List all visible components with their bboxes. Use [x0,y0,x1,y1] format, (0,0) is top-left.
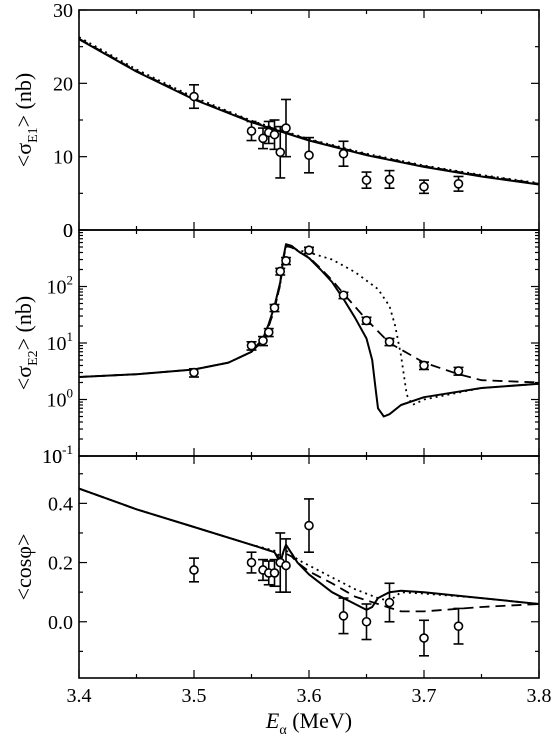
data-point [281,256,291,266]
data-point [304,520,314,531]
y-tick-label-base: 0 [63,220,73,242]
series-dashed-curve [78,487,540,613]
y-tick-label: 10-1 [42,442,73,468]
y-tick-label: 30 [53,0,73,22]
panel-3: 0.0 0.2 0.4 10-1 <cosφ> 3.4 3.5 3.6 3.7 3.8 Eα (Me… [11,442,552,737]
data-point [384,337,395,347]
data-point [384,597,395,608]
y-tick-label: 10-1 [42,442,73,468]
y-tick-label-base: 10 [42,446,62,468]
x-axis-label-subscript: α [279,723,287,737]
x-axis-label: Eα (MeV) [265,708,352,737]
x-tick-label: 3.7 [412,685,437,707]
y-axis-label: <cosφ> [11,534,36,601]
y-axis-label: <σE1> (nb) [11,73,41,167]
data-point [246,340,257,351]
data-point [384,174,395,185]
y-axis-label-main: <σ [11,143,36,167]
y-axis-label-main: <cosφ> [11,534,36,601]
data-point [338,290,349,301]
data-point [281,123,291,133]
data-point [361,175,372,185]
series-solid-curve [78,243,540,418]
data-point [269,302,280,313]
data-point [281,560,291,571]
data-point [263,327,274,338]
data-point [419,360,429,371]
y-tick-label: 20 [53,73,73,95]
data-point [275,266,286,277]
y-tick-label-exponent: 0 [67,386,74,401]
y-tick-label-base: 10 [47,390,67,412]
y-axis-label-suffix: > (nb) [11,296,36,351]
plot-frame [78,229,540,457]
plot-frame [78,9,540,231]
data-point [304,245,314,255]
y-tick-label-exponent: 2 [67,273,74,288]
y-tick-label: 10 [53,147,73,169]
data-point [269,129,280,140]
x-axis-label-symbol: E [265,708,280,733]
data-point [361,616,372,627]
y-tick-label-exponent: 1 [67,329,74,344]
y-axis-label-main: <σ [11,366,36,390]
data-point [419,633,429,643]
y-axis-label-suffix: > (nb) [11,73,36,128]
x-tick-label: 3.8 [527,685,552,707]
data-point [189,91,199,102]
data-point [246,126,257,136]
series-solid-curve [78,487,540,611]
y-tick-label: 102 [47,273,74,299]
data-point [453,366,464,376]
y-tick-label: 0.4 [48,493,73,515]
data-point [419,181,429,192]
panel-1: 0 10 20 30 <σE1> (nb) [11,0,540,242]
data-point [258,335,268,346]
x-tick-label: 3.6 [297,685,322,707]
plot-frame [78,455,540,679]
x-tick-label: 3.4 [67,685,92,707]
y-tick-label-exponent: -1 [62,442,73,457]
y-axis-label-subscript: E2 [26,350,41,366]
x-axis-label-unit: (MeV) [287,708,352,733]
y-tick-label: 0.2 [48,553,73,575]
data-point [453,179,464,189]
series-dotted-curve [78,487,540,605]
y-tick-label: 0 [63,220,73,242]
y-tick-label: 0.0 [48,612,73,634]
y-tick-label-base: 10 [47,277,67,299]
y-tick-label: 0 [63,220,73,242]
series-dotted-curve [78,245,540,406]
x-tick-label: 3.5 [182,685,207,707]
y-axis-label-subscript: E1 [26,127,41,143]
series-dashed-curve [78,37,540,185]
y-tick-label-base: 10 [42,446,62,468]
y-tick-label-base: 10 [47,333,67,355]
data-point [189,367,199,378]
data-point [361,315,372,326]
y-tick-label-exponent: -1 [62,442,73,457]
data-point [246,557,257,568]
series-dashed-curve [78,245,540,384]
data-point [338,148,349,159]
y-axis-label: <σE2> (nb) [11,296,41,390]
y-tick-label: 101 [47,329,74,355]
y-tick-label: 100 [47,386,74,412]
data-point [275,147,286,158]
data-point [269,568,280,578]
data-point [189,565,199,575]
data-point [453,621,464,632]
data-point [258,133,268,144]
data-point [338,611,349,621]
data-point [304,150,314,160]
